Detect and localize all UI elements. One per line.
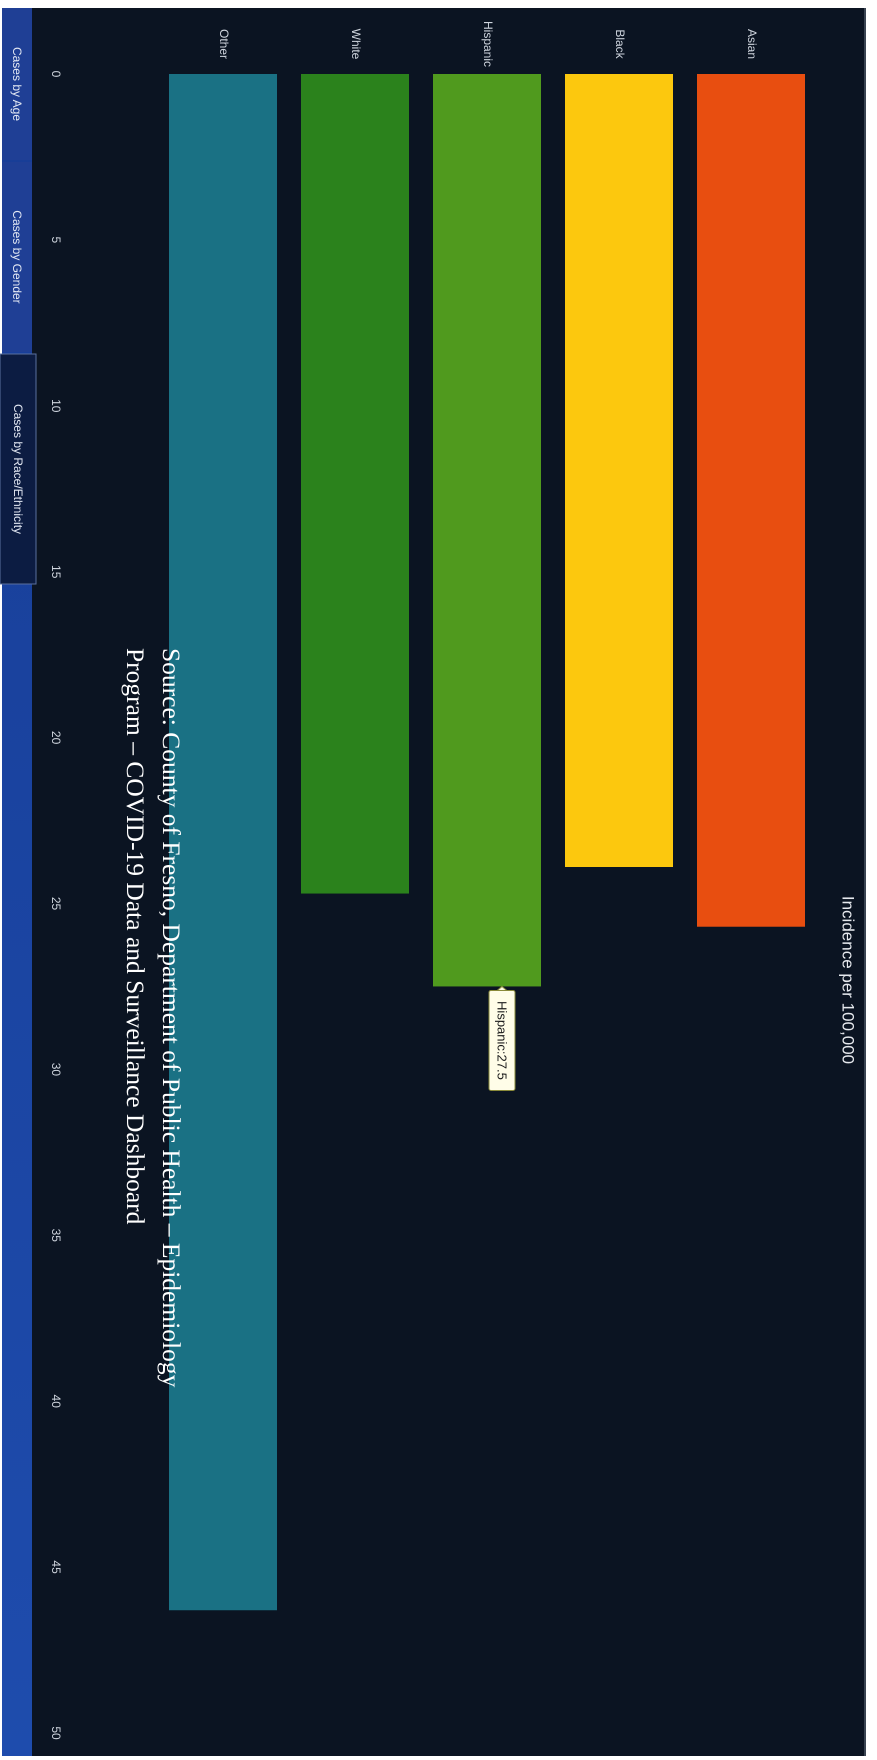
tooltip-text: Hispanic:27.5 (495, 1001, 510, 1080)
bar-hispanic[interactable] (433, 74, 541, 987)
x-tick-30: 30 (49, 1063, 63, 1077)
chart-title: Incidence per 100,000 (839, 896, 858, 1064)
tab-cases-by-age[interactable]: Cases by Age (2, 8, 32, 160)
tab-cases-by-gender-bg[interactable] (2, 162, 32, 352)
bar-asian[interactable] (697, 74, 805, 927)
x-tick-45: 45 (49, 1560, 63, 1574)
tab-cases-by-age-bg[interactable] (2, 8, 32, 160)
tab-cases-by-race-ethnicity-bg[interactable] (0, 353, 37, 585)
bar-black[interactable] (565, 74, 673, 868)
x-tick-35: 35 (49, 1229, 63, 1243)
x-tick-50: 50 (49, 1726, 63, 1740)
tab-cases-by-age-label[interactable]: Cases by Age (10, 47, 24, 121)
category-label-other: Other (217, 29, 231, 59)
tab-cases-by-gender[interactable]: Cases by Gender (2, 162, 32, 352)
x-tick-20: 20 (49, 731, 63, 745)
tab-cases-by-race-ethnicity[interactable]: Cases by Race/Ethnicity (0, 353, 37, 585)
category-label-white: White (349, 29, 363, 60)
x-tick-15: 15 (49, 565, 63, 579)
x-tick-0: 0 (49, 71, 63, 78)
bars-layer (169, 74, 805, 1611)
x-tick-25: 25 (49, 897, 63, 911)
source-note-line-2: Program – COVID-19 Data and Surveillance… (121, 648, 150, 1225)
x-axis-tick-labels: 0 5 10 15 20 25 30 35 40 45 50 (49, 71, 63, 1740)
tooltip-box (488, 989, 516, 1091)
category-label-asian: Asian (745, 29, 759, 59)
bar-white[interactable] (301, 74, 409, 894)
x-tick-10: 10 (49, 399, 63, 413)
hover-tooltip: Hispanic:27.5 (488, 985, 516, 1091)
x-tick-5: 5 (49, 237, 63, 244)
tab-cases-by-race-ethnicity-label[interactable]: Cases by Race/Ethnicity (11, 404, 25, 534)
tab-cases-by-gender-label[interactable]: Cases by Gender (10, 210, 24, 303)
x-tick-40: 40 (49, 1395, 63, 1409)
view-tabs: Cases by Age Cases by Gender Cases by Ra… (0, 8, 37, 585)
bar-other[interactable] (169, 74, 277, 1611)
source-note-line-1: Source: County of Fresno, Department of … (157, 648, 186, 1388)
category-label-hispanic: Hispanic (481, 21, 495, 67)
category-label-black: Black (613, 29, 627, 59)
category-labels: Asian Black Hispanic White Other (217, 21, 759, 67)
